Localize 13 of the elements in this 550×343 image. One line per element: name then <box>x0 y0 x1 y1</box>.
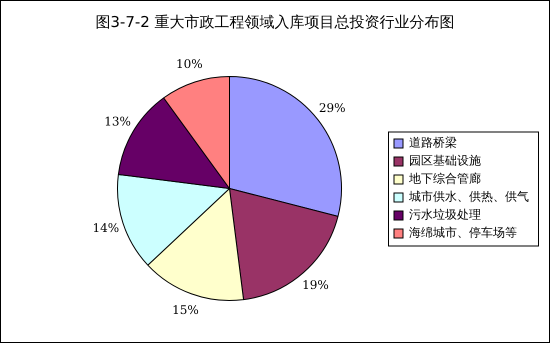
data-label: 10% <box>176 56 203 71</box>
legend-label: 海绵城市、停车场等 <box>409 226 517 240</box>
data-label: 14% <box>92 220 120 235</box>
legend-label: 园区基础设施 <box>409 154 481 168</box>
data-label: 15% <box>172 302 199 317</box>
data-label: 19% <box>302 278 329 292</box>
data-label: 13% <box>104 114 131 128</box>
data-label: 29% <box>318 100 346 115</box>
legend-label: 地下综合管廊 <box>408 172 481 186</box>
legend-label: 城市供水、供热、供气 <box>408 190 529 204</box>
legend-label: 污水垃圾处理 <box>409 208 481 222</box>
legend-label: 道路桥梁 <box>409 136 457 150</box>
chart-title: 图3-7-2 重大市政工程领域入库项目总投资行业分布图 <box>94 13 456 32</box>
